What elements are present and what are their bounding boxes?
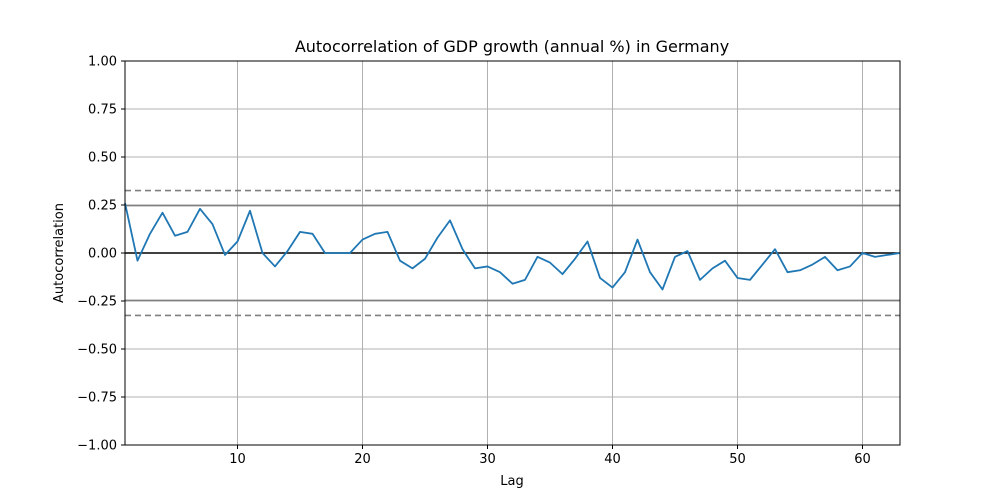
x-tick-label: 20 bbox=[354, 452, 371, 467]
y-tick-label: −0.25 bbox=[77, 295, 117, 310]
y-tick-label: 0.75 bbox=[88, 103, 117, 118]
series-line bbox=[124, 202, 901, 291]
y-axis-label: Autocorrelation bbox=[52, 203, 67, 303]
x-tick-label: 50 bbox=[729, 452, 746, 467]
confidence-bands bbox=[125, 189, 900, 317]
y-tick-label: 0.25 bbox=[88, 199, 117, 214]
x-tick-label: 60 bbox=[854, 452, 871, 467]
y-tick-label: 1.00 bbox=[88, 55, 117, 70]
x-axis-label: Lag bbox=[500, 474, 523, 489]
chart-title: Autocorrelation of GDP growth (annual %)… bbox=[295, 37, 729, 56]
y-tick-label: 0.00 bbox=[88, 247, 117, 262]
y-tick-label: −0.50 bbox=[77, 343, 117, 358]
x-tick-label: 30 bbox=[479, 452, 496, 467]
series-group bbox=[124, 202, 901, 291]
y-tick-label: −1.00 bbox=[77, 439, 117, 454]
y-tick-label: −0.75 bbox=[77, 391, 117, 406]
x-tick-label: 40 bbox=[604, 452, 621, 467]
x-tick-label: 10 bbox=[229, 452, 246, 467]
y-axis-ticks: −1.00 −0.75 −0.50 −0.25 0.00 0.25 0.50 0.75 1.00 bbox=[77, 55, 125, 454]
x-axis-ticks: 10 20 30 40 50 60 bbox=[229, 445, 871, 467]
y-tick-label: 0.50 bbox=[88, 151, 117, 166]
